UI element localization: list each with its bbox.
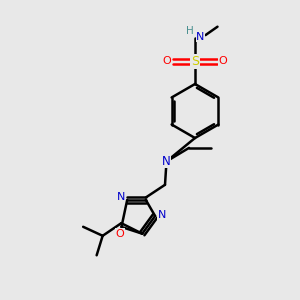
Text: N: N — [116, 193, 125, 202]
Text: H: H — [186, 26, 194, 37]
Text: N: N — [158, 209, 166, 220]
Text: N: N — [162, 155, 171, 168]
Text: S: S — [191, 55, 199, 68]
Text: N: N — [196, 32, 205, 42]
Text: O: O — [116, 229, 124, 238]
Text: O: O — [219, 56, 228, 67]
Text: O: O — [162, 56, 171, 67]
